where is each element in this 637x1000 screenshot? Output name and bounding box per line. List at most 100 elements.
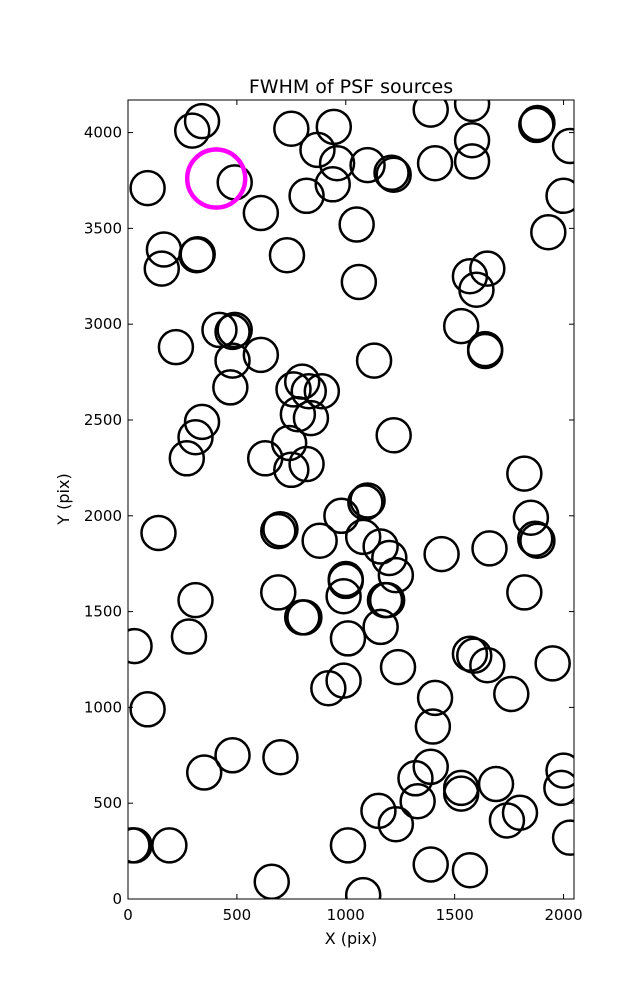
y-tick-label: 0	[112, 890, 122, 908]
psf-source-marker	[379, 648, 417, 686]
psf-source-marker	[318, 144, 356, 182]
psf-source-marker	[262, 510, 299, 548]
psf-source-marker	[157, 328, 195, 366]
psf-source-marker	[501, 794, 539, 832]
x-axis-label: X (pix)	[325, 929, 378, 948]
psf-source-marker	[214, 313, 251, 351]
psf-source-marker	[329, 827, 367, 864]
psf-source-marker	[314, 166, 351, 203]
psf-source-marker	[458, 271, 495, 308]
psf-source-marker	[512, 499, 550, 536]
psf-source-marker	[128, 627, 153, 665]
psf-source-marker	[371, 539, 408, 577]
psf-source-marker	[292, 399, 330, 437]
y-tick-label: 3000	[84, 315, 122, 333]
psf-source-marker	[151, 827, 188, 864]
psf-source-marker	[268, 236, 306, 274]
y-axis-label: Y (pix)	[54, 473, 73, 525]
psf-source-marker	[214, 342, 251, 379]
psf-source-marker	[349, 146, 386, 184]
psf-source-marker	[477, 765, 515, 803]
highlighted-source-marker	[184, 147, 248, 210]
psf-source-marker	[423, 535, 460, 573]
marker-layer	[128, 100, 574, 899]
psf-source-marker	[545, 752, 574, 789]
psf-source-marker	[355, 342, 393, 379]
y-tick-label: 2000	[84, 507, 122, 525]
psf-source-marker	[416, 679, 454, 717]
psf-source-marker	[506, 574, 543, 611]
psf-source-marker	[283, 599, 321, 636]
psf-source-marker	[362, 608, 399, 646]
psf-source-marker	[212, 369, 249, 406]
psf-source-marker	[327, 560, 365, 598]
psf-source-marker	[260, 512, 297, 550]
psf-source-marker	[129, 169, 166, 207]
psf-source-marker	[303, 372, 341, 410]
psf-source-marker	[399, 783, 436, 820]
psf-source-marker	[185, 754, 223, 791]
y-tick-label: 1500	[84, 603, 122, 621]
psf-source-marker	[301, 522, 338, 559]
psf-source-marker	[143, 250, 181, 287]
psf-source-marker	[315, 108, 353, 146]
psf-source-marker	[453, 143, 491, 180]
psf-source-marker	[373, 154, 410, 192]
psf-source-marker	[216, 311, 253, 349]
psf-source-marker	[506, 455, 543, 492]
psf-source-marker	[290, 372, 328, 410]
y-tick-label: 4000	[84, 124, 122, 142]
psf-source-marker	[530, 213, 567, 251]
psf-source-marker	[469, 250, 506, 287]
psf-source-marker	[168, 440, 206, 477]
psf-source-marker	[551, 819, 574, 856]
psf-source-marker	[543, 769, 574, 807]
y-tick-label: 1000	[84, 698, 122, 716]
psf-source-marker	[325, 662, 362, 699]
psf-source-marker	[329, 620, 367, 657]
psf-source-marker	[451, 852, 489, 889]
y-tick-label: 3500	[84, 219, 122, 237]
plot-frame	[127, 99, 575, 900]
x-tick-label: 1000	[327, 906, 365, 924]
psf-source-marker	[442, 307, 480, 345]
psf-source-marker	[129, 691, 166, 728]
psf-source-marker	[325, 578, 362, 615]
psf-source-marker	[242, 336, 280, 374]
psf-source-marker	[416, 144, 454, 182]
psf-source-marker	[273, 110, 310, 147]
psf-source-marker	[377, 556, 415, 594]
psf-source-marker	[377, 806, 415, 843]
psf-source-marker	[173, 112, 211, 149]
psf-source-marker	[518, 106, 555, 144]
psf-source-marker	[469, 646, 506, 684]
psf-source-marker	[260, 574, 297, 611]
psf-source-marker	[466, 332, 504, 370]
psf-source-marker	[519, 522, 556, 559]
psf-source-marker	[551, 127, 574, 165]
psf-source-marker	[534, 645, 571, 682]
psf-source-marker	[344, 518, 382, 556]
y-tick-label: 2500	[84, 411, 122, 429]
psf-source-marker	[414, 708, 452, 745]
x-tick-label: 500	[223, 906, 252, 924]
psf-source-marker	[140, 514, 177, 552]
psf-source-marker	[201, 311, 238, 349]
psf-source-marker	[375, 156, 412, 193]
psf-source-marker	[471, 530, 508, 567]
psf-source-marker	[362, 528, 399, 565]
y-tick-label: 500	[93, 794, 122, 812]
psf-source-marker	[338, 206, 375, 243]
psf-source-marker	[456, 637, 493, 674]
psf-source-marker	[545, 177, 574, 215]
psf-source-marker	[340, 263, 378, 301]
x-tick-label: 2000	[544, 906, 582, 924]
psf-source-marker	[451, 635, 489, 672]
psf-source-marker	[412, 100, 449, 128]
tick-layer: 0 500 1000 1500 2000 0 500 1000 1500 2000 2500 3000…	[84, 100, 583, 924]
psf-source-marker	[288, 445, 325, 483]
psf-source-marker	[273, 451, 310, 489]
chart-title: FWHM of PSF sources	[249, 76, 453, 98]
